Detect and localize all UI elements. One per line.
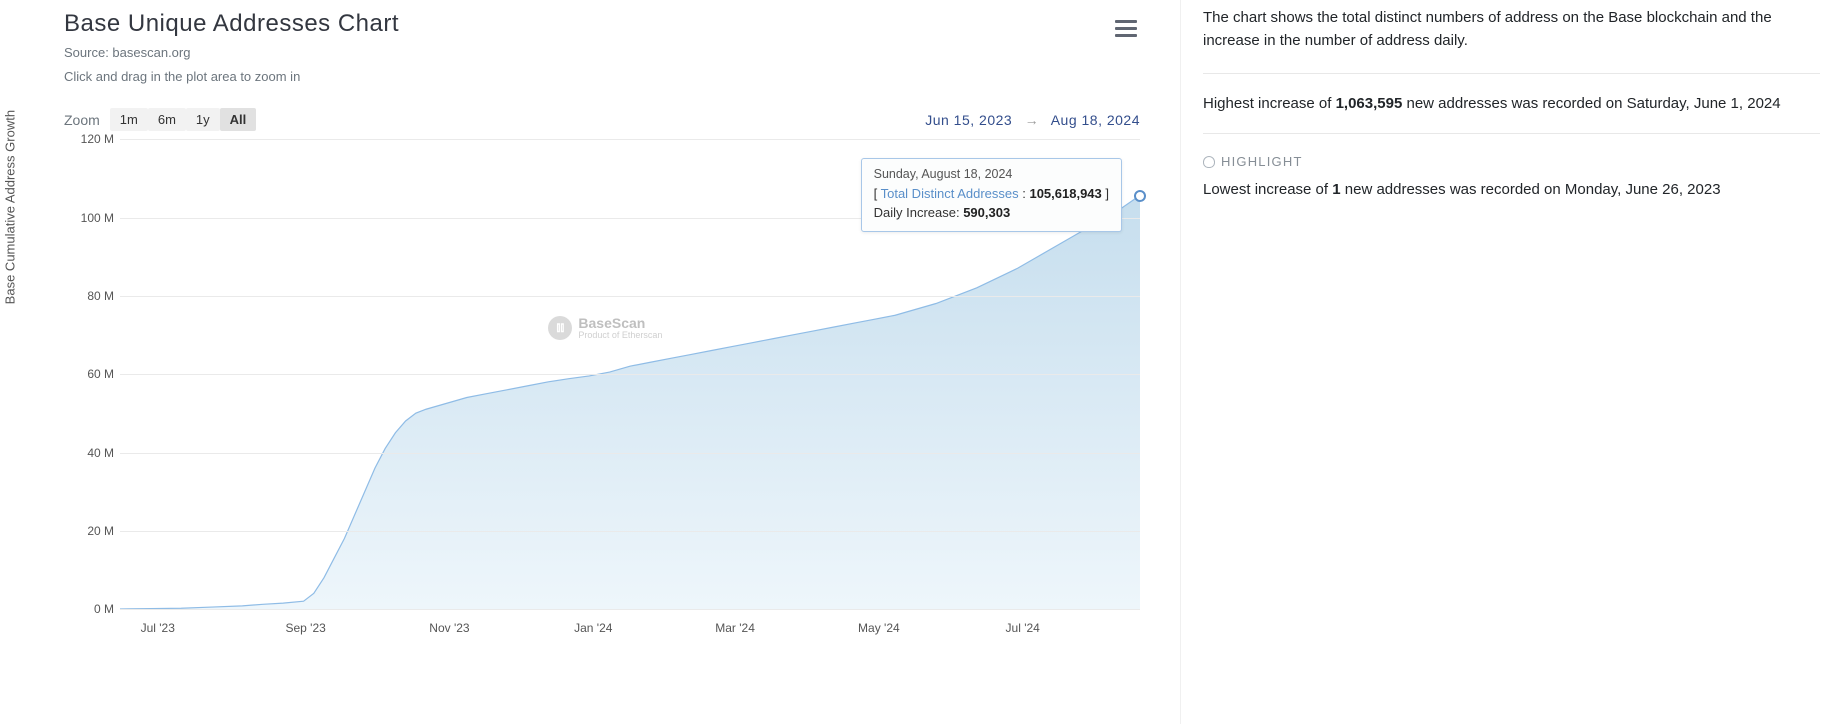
gridline	[120, 296, 1140, 297]
plot-area[interactable]: Base Cumulative Address Growth ⫾⫾BaseSca…	[30, 139, 1140, 649]
chart-panel: Base Unique Addresses Chart Source: base…	[0, 0, 1180, 724]
y-tick-label: 100 M	[70, 211, 114, 225]
zoom-6m-button[interactable]: 6m	[148, 108, 186, 131]
date-to: Aug 18, 2024	[1051, 112, 1140, 128]
chart-menu-icon[interactable]	[1112, 16, 1140, 44]
chart-hint: Click and drag in the plot area to zoom …	[64, 68, 399, 86]
x-tick-label: Jul '23	[141, 621, 175, 635]
chart-tooltip: Sunday, August 18, 2024[ Total Distinct …	[861, 158, 1122, 232]
stat-highest: Highest increase of 1,063,595 new addres…	[1203, 92, 1820, 115]
chart-description: The chart shows the total distinct numbe…	[1203, 6, 1820, 53]
y-tick-label: 80 M	[70, 289, 114, 303]
gridline	[120, 609, 1140, 610]
divider	[1203, 133, 1820, 134]
y-tick-label: 0 M	[70, 602, 114, 616]
divider	[1203, 73, 1820, 74]
y-tick-label: 120 M	[70, 132, 114, 146]
zoom-1m-button[interactable]: 1m	[110, 108, 148, 131]
x-tick-label: Mar '24	[715, 621, 755, 635]
highlight-label: HIGHLIGHT	[1203, 152, 1820, 172]
chart-controls: Zoom 1m6m1yAll Jun 15, 2023 → Aug 18, 20…	[64, 108, 1140, 131]
zoom-all-button[interactable]: All	[220, 108, 257, 131]
x-tick-label: Nov '23	[429, 621, 469, 635]
x-tick-label: Jul '24	[1006, 621, 1040, 635]
y-tick-label: 40 M	[70, 446, 114, 460]
chart-title: Base Unique Addresses Chart	[64, 10, 399, 38]
tooltip-date: Sunday, August 18, 2024	[874, 167, 1109, 181]
zoom-1y-button[interactable]: 1y	[186, 108, 220, 131]
stat-lowest: Lowest increase of 1 new addresses was r…	[1203, 178, 1820, 201]
hover-marker	[1134, 190, 1146, 202]
watermark: ⫾⫾BaseScanProduct of Etherscan	[548, 316, 662, 340]
x-tick-label: May '24	[858, 621, 900, 635]
y-axis-title: Base Cumulative Address Growth	[3, 110, 18, 304]
lightbulb-icon	[1203, 156, 1215, 168]
zoom-group: Zoom 1m6m1yAll	[64, 108, 256, 131]
zoom-label: Zoom	[64, 112, 100, 128]
y-tick-label: 20 M	[70, 524, 114, 538]
arrow-icon: →	[1025, 112, 1040, 128]
x-tick-label: Sep '23	[285, 621, 325, 635]
gridline	[120, 453, 1140, 454]
y-tick-label: 60 M	[70, 367, 114, 381]
side-panel: The chart shows the total distinct numbe…	[1180, 0, 1828, 724]
gridline	[120, 139, 1140, 140]
gridline	[120, 531, 1140, 532]
gridline	[120, 374, 1140, 375]
x-tick-label: Jan '24	[574, 621, 612, 635]
date-from: Jun 15, 2023	[925, 112, 1012, 128]
chart-source: Source: basescan.org	[64, 44, 399, 62]
date-range[interactable]: Jun 15, 2023 → Aug 18, 2024	[925, 112, 1140, 128]
